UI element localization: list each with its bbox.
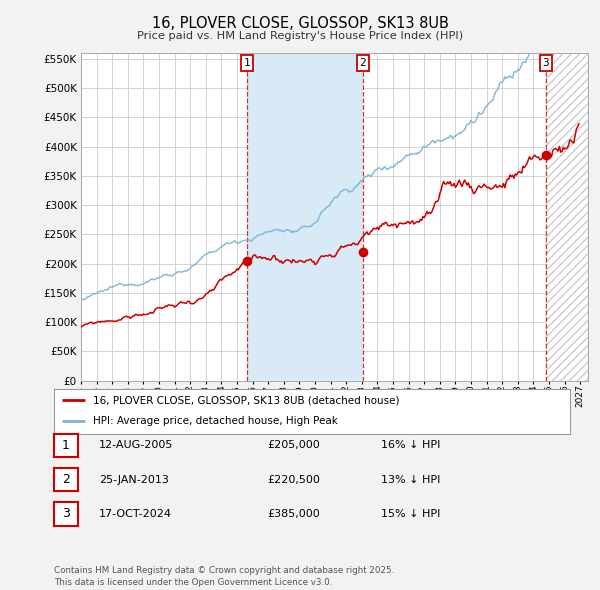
Text: Price paid vs. HM Land Registry's House Price Index (HPI): Price paid vs. HM Land Registry's House … <box>137 31 463 41</box>
Text: 1: 1 <box>62 439 70 452</box>
Text: 16, PLOVER CLOSE, GLOSSOP, SK13 8UB: 16, PLOVER CLOSE, GLOSSOP, SK13 8UB <box>152 16 448 31</box>
Text: 25-JAN-2013: 25-JAN-2013 <box>99 475 169 484</box>
Text: 16% ↓ HPI: 16% ↓ HPI <box>381 441 440 450</box>
Text: 12-AUG-2005: 12-AUG-2005 <box>99 441 173 450</box>
Text: 16, PLOVER CLOSE, GLOSSOP, SK13 8UB (detached house): 16, PLOVER CLOSE, GLOSSOP, SK13 8UB (det… <box>92 395 399 405</box>
Text: Contains HM Land Registry data © Crown copyright and database right 2025.
This d: Contains HM Land Registry data © Crown c… <box>54 566 394 587</box>
Text: 17-OCT-2024: 17-OCT-2024 <box>99 509 172 519</box>
Text: 3: 3 <box>542 58 549 68</box>
Text: £205,000: £205,000 <box>267 441 320 450</box>
Text: 2: 2 <box>62 473 70 486</box>
Text: £385,000: £385,000 <box>267 509 320 519</box>
Text: HPI: Average price, detached house, High Peak: HPI: Average price, detached house, High… <box>92 417 338 426</box>
Text: 15% ↓ HPI: 15% ↓ HPI <box>381 509 440 519</box>
Text: 2: 2 <box>359 58 366 68</box>
Text: 13% ↓ HPI: 13% ↓ HPI <box>381 475 440 484</box>
Bar <box>546 53 588 381</box>
Text: £220,500: £220,500 <box>267 475 320 484</box>
Bar <box>247 53 363 381</box>
Text: 3: 3 <box>62 507 70 520</box>
Text: 1: 1 <box>243 58 250 68</box>
